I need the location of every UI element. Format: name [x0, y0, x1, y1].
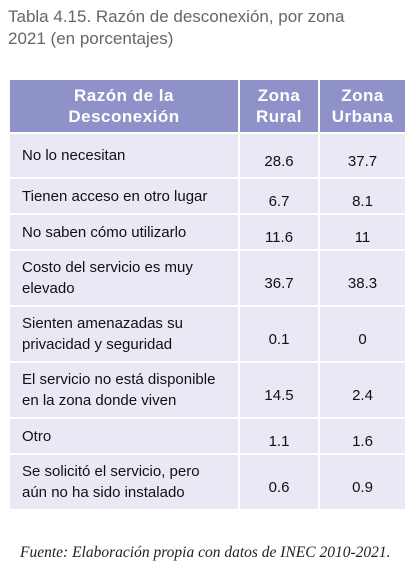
- table-row: No saben cómo utilizarlo 11.6 11: [8, 213, 407, 251]
- table-row: Sienten amenazadas su privacidad y segur…: [8, 305, 407, 363]
- cell-value: 0.9: [318, 453, 407, 511]
- cell-value: 0.6: [238, 453, 320, 511]
- table: Razón de la Desconexión Zona Rural Zona Ur…: [8, 78, 407, 511]
- cell-value: 2.4: [318, 361, 407, 419]
- row-label: Otro: [8, 417, 240, 455]
- row-label: Costo del servicio es muy elevado: [8, 249, 240, 307]
- cell-value: 28.6: [238, 132, 320, 179]
- header-cell: Razón de la Desconexión: [8, 78, 240, 134]
- header-row: Razón de la Desconexión Zona Rural Zona Ur…: [8, 78, 407, 134]
- table-row: Costo del servicio es muy elevado 36.7 38.…: [8, 249, 407, 307]
- cell-value: 1.6: [318, 417, 407, 455]
- row-label: Tienen acceso en otro lugar: [8, 177, 240, 215]
- cell-value: 0.1: [238, 305, 320, 363]
- table-row: Tienen acceso en otro lugar 6.7 8.1: [8, 177, 407, 215]
- row-label: Se solicitó el servicio, pero aún no ha …: [8, 453, 240, 511]
- cell-value: 11: [318, 213, 407, 251]
- row-label: El servicio no está disponible en la zon…: [8, 361, 240, 419]
- table-row: No lo necesitan 28.6 37.7: [8, 132, 407, 179]
- header-cell: Zona Rural: [238, 78, 320, 134]
- table-row: Otro 1.1 1.6: [8, 417, 407, 455]
- row-label: No saben cómo utilizarlo: [8, 213, 240, 251]
- source-note: Fuente: Elaboración propia con datos de …: [20, 544, 391, 561]
- row-label: Sienten amenazadas su privacidad y segur…: [8, 305, 240, 363]
- table-title: Tabla 4.15. Razón de desconexión, por zo…: [8, 7, 345, 48]
- cell-value: 14.5: [238, 361, 320, 419]
- cell-value: 37.7: [318, 132, 407, 179]
- row-label: No lo necesitan: [8, 132, 240, 179]
- table-row: El servicio no está disponible en la zon…: [8, 361, 407, 419]
- cell-value: 38.3: [318, 249, 407, 307]
- cell-value: 6.7: [238, 177, 320, 215]
- cell-value: 11.6: [238, 213, 320, 251]
- cell-value: 8.1: [318, 177, 407, 215]
- header-cell: Zona Urbana: [318, 78, 407, 134]
- cell-value: 1.1: [238, 417, 320, 455]
- cell-value: 36.7: [238, 249, 320, 307]
- cell-value: 0: [318, 305, 407, 363]
- table-row: Se solicitó el servicio, pero aún no ha …: [8, 453, 407, 511]
